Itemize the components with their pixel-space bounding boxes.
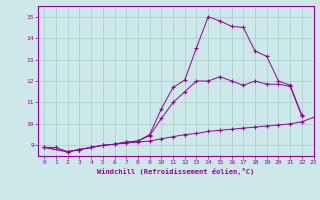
X-axis label: Windchill (Refroidissement éolien,°C): Windchill (Refroidissement éolien,°C)	[97, 168, 255, 175]
